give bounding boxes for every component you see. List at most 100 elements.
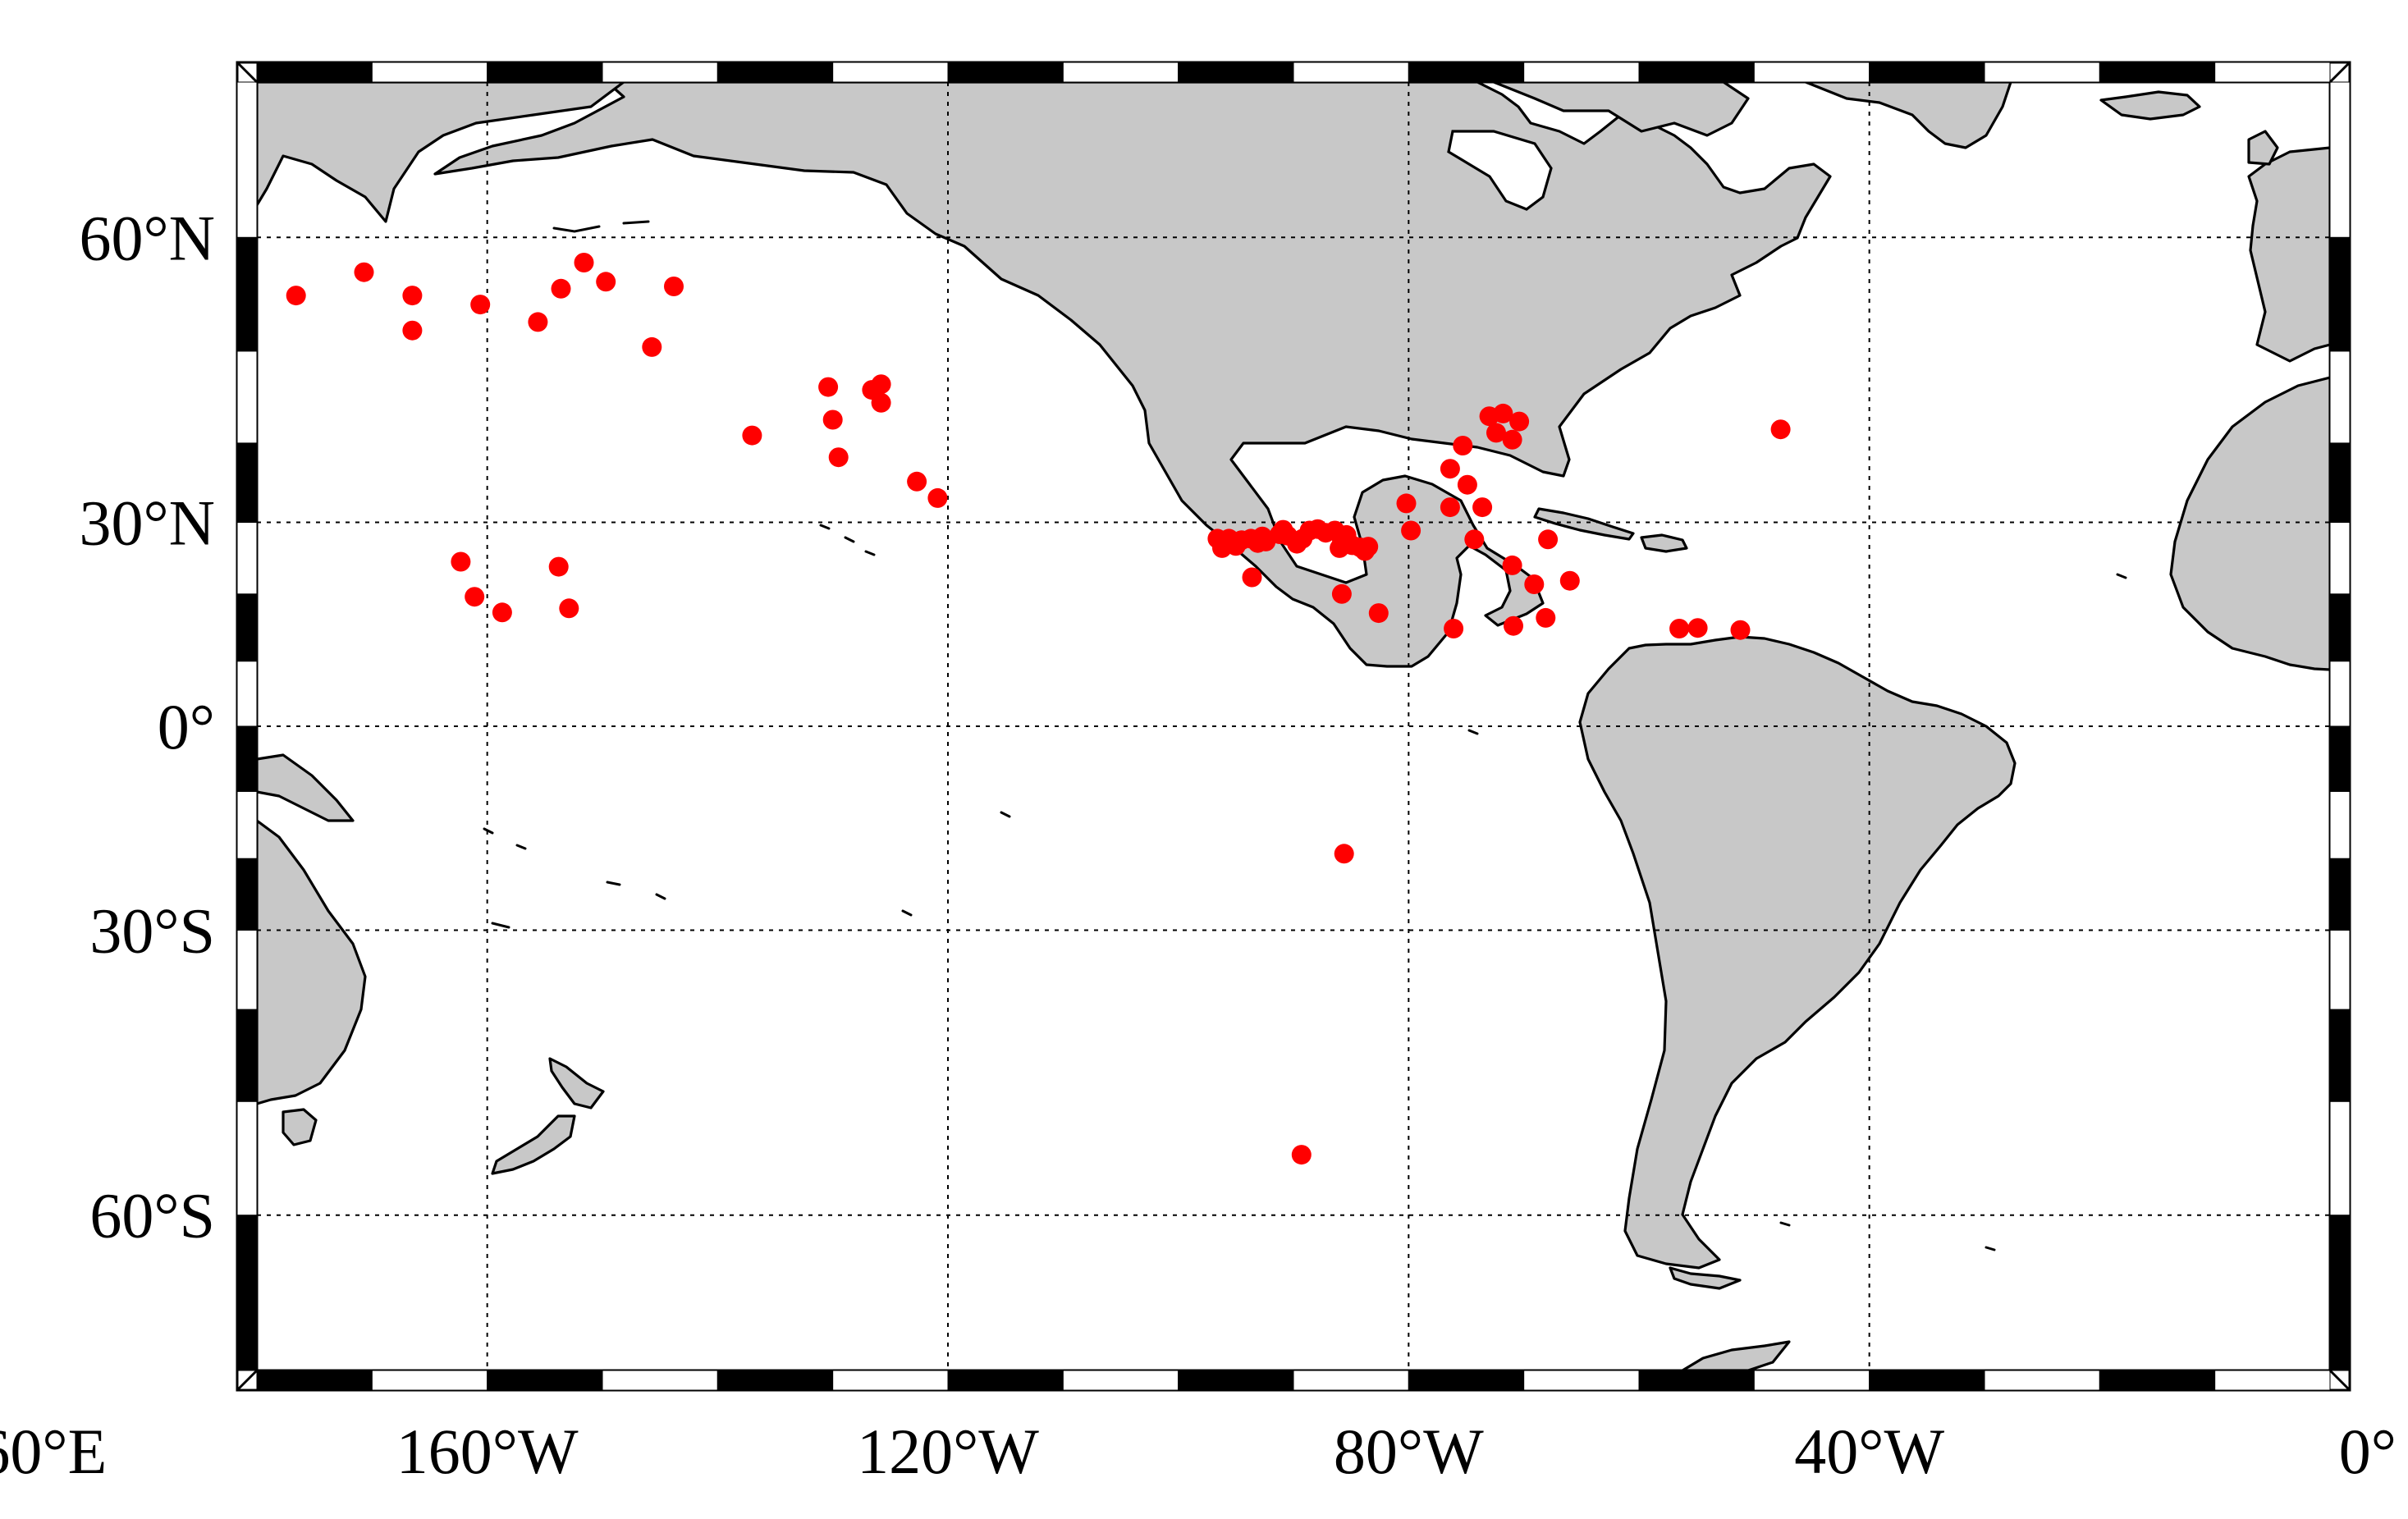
station-marker — [1770, 419, 1791, 440]
frame-segment — [1523, 1370, 1640, 1391]
frame-segment — [371, 62, 488, 83]
y-tick-label: 60°N — [79, 202, 215, 273]
station-marker — [1368, 603, 1389, 624]
y-tick-label: 30°N — [79, 487, 215, 559]
frame-segment — [2214, 1370, 2331, 1391]
station-marker — [1453, 436, 1473, 455]
station-marker — [1486, 423, 1506, 443]
station-marker — [742, 425, 762, 446]
frame-segment — [2329, 725, 2351, 792]
frame-segment — [2329, 858, 2351, 931]
land-cuba — [1533, 507, 1635, 541]
station-marker — [871, 374, 891, 395]
station-marker — [286, 286, 306, 306]
frame-segment — [1869, 1370, 1985, 1391]
frame-segment — [947, 62, 1064, 83]
station-marker — [1730, 620, 1751, 640]
land-europe — [2247, 146, 2330, 363]
station-marker — [596, 272, 616, 292]
coast-fragments — [483, 220, 2127, 1251]
frame-segment — [2329, 350, 2351, 444]
station-marker — [551, 278, 571, 299]
frame-segment — [1178, 62, 1294, 83]
graticule — [257, 82, 2330, 1370]
frame-segment — [236, 1215, 258, 1371]
station-marker — [1457, 474, 1477, 495]
frame-segment — [1408, 1370, 1525, 1391]
land-north-america — [433, 82, 1832, 668]
frame-segment — [602, 62, 718, 83]
station-marker — [1502, 429, 1522, 450]
land-arctic-islands — [1492, 82, 1750, 137]
map-frame — [236, 61, 2351, 1392]
frame-segment — [1293, 1370, 1409, 1391]
station-markers — [286, 253, 1791, 1165]
frame-segment — [2329, 929, 2351, 1010]
land-new-zealand-north — [548, 1057, 605, 1110]
frame-segment — [487, 62, 603, 83]
station-marker — [451, 551, 471, 572]
frame-segment — [236, 929, 258, 1010]
frame-segment — [2329, 1100, 2351, 1216]
frame-segment — [236, 236, 258, 352]
y-tick-label: 60°S — [89, 1180, 215, 1251]
frame-segment — [2329, 81, 2351, 238]
station-marker — [465, 587, 485, 607]
land-northeast-asia — [257, 82, 625, 223]
water-hudson-bay — [1447, 130, 1553, 211]
frame-segment — [256, 62, 373, 83]
station-marker — [828, 447, 849, 468]
frame-segment — [2329, 661, 2351, 727]
station-marker — [1334, 844, 1354, 864]
frame-segment — [1869, 62, 1985, 83]
land-iceland — [2099, 90, 2201, 121]
y-tick-label: 30°S — [89, 894, 215, 966]
frame-segment — [1984, 1370, 2100, 1391]
frame-segment — [1753, 62, 1870, 83]
frame-segment — [2329, 790, 2351, 859]
frame-segment — [1638, 1370, 1755, 1391]
frame-segment — [2329, 1009, 2351, 1102]
x-tick-label: 0° — [2339, 1416, 2397, 1487]
station-marker — [1472, 497, 1493, 518]
x-tick-label: 160°W — [396, 1416, 579, 1487]
station-marker — [548, 556, 569, 577]
station-marker — [1401, 520, 1421, 541]
y-tick-label: 0° — [158, 691, 215, 762]
station-marker — [664, 277, 684, 296]
station-marker — [1559, 570, 1580, 591]
station-marker — [1493, 403, 1513, 423]
axis-tick-labels: 160°E 160°W 120°W 80°W 40°W 0° 60°N 30°N 0° 30°S 6… — [0, 202, 2397, 1487]
station-marker — [1669, 619, 1690, 638]
station-marker — [559, 598, 579, 619]
frame-segment — [1638, 62, 1755, 83]
frame-segment — [371, 1370, 488, 1391]
frame-segment — [2099, 1370, 2216, 1391]
land-antarctica — [1681, 1340, 1791, 1370]
station-marker — [470, 295, 491, 315]
x-tick-label: 40°W — [1794, 1416, 1944, 1487]
station-marker — [1440, 497, 1460, 518]
frame-corner — [236, 1369, 259, 1392]
land-layer — [257, 82, 2330, 1370]
station-marker — [642, 336, 662, 357]
station-marker — [1358, 537, 1379, 557]
station-marker — [1504, 615, 1523, 636]
frame-segment — [256, 1370, 373, 1391]
frame-segment — [832, 1370, 949, 1391]
land-australia — [257, 819, 367, 1105]
frame-segment — [2329, 1215, 2351, 1371]
station-marker — [1444, 619, 1464, 638]
station-marker — [1524, 574, 1545, 594]
frame-segment — [2329, 522, 2351, 595]
frame-segment — [236, 522, 258, 595]
frame-segment — [236, 81, 258, 238]
station-marker — [492, 602, 512, 623]
frame-segment — [1523, 62, 1640, 83]
frame-segment — [1293, 62, 1409, 83]
station-marker — [907, 471, 927, 492]
frame-segment — [236, 858, 258, 931]
x-tick-label: 160°E — [0, 1416, 107, 1487]
frame-segment — [1178, 1370, 1294, 1391]
